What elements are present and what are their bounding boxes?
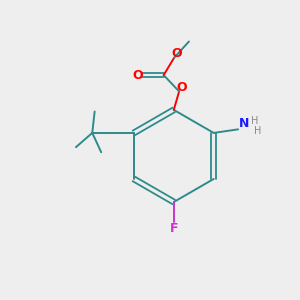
Text: O: O [132,69,142,82]
Text: H: H [254,126,262,136]
Text: O: O [172,47,182,60]
Text: H: H [250,116,258,126]
Text: O: O [176,81,187,94]
Text: F: F [169,222,178,235]
Text: N: N [239,118,250,130]
